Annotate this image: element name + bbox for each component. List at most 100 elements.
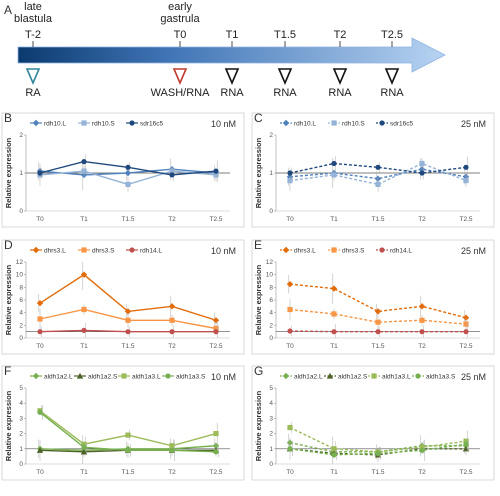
legend-label: aldh1a3.L [382,374,411,381]
data-point [125,164,131,170]
y-tick-label: 2 [19,431,23,438]
data-point [419,317,425,323]
data-point [80,448,88,455]
data-point [418,166,426,173]
data-point [37,409,43,415]
legend-entry: dhrs3.S [78,247,115,255]
treatment-label: WASH/RNA [151,87,211,99]
data-point [287,446,293,452]
data-point [125,447,131,453]
chart-panel-g: G 25 nM Relative expression 0 1 2 3 4 5 T0 T1 T1.5 T… [251,364,495,481]
data-point [125,432,131,438]
legend: rdh10.L rdh10.S sdr16c5 [280,119,414,128]
stage-time: T1 [226,29,239,41]
y-tick-label: 2 [19,322,23,329]
data-point [124,308,132,315]
legend-label: dhrs3.L [294,248,316,255]
legend-marker [129,120,135,126]
data-point [287,170,293,176]
data-point [37,316,43,322]
data-point [168,303,176,310]
x-tick-label: T1.5 [121,343,134,350]
legend-label: dhrs3.S [342,248,365,255]
data-point [80,271,88,278]
data-point [330,285,338,292]
legend: rdh10.L rdh10.S sdr16c5 [30,119,164,128]
legend-marker [32,372,40,380]
legend-label: aldh1a3.S [426,374,456,381]
data-point [37,329,43,335]
data-point [213,168,219,174]
legend: aldh1a2.L aldh1a2.S aldh1a3.L aldh1a3.S [30,372,206,381]
legend-label: rdh10.L [294,121,316,128]
data-point [36,299,44,307]
legend: dhrs3.L dhrs3.S rdh14.L [30,246,162,255]
data-point [213,329,219,335]
y-tick-label: 2 [269,431,273,438]
series-dhrs3.S [37,304,219,335]
data-point [419,329,425,335]
data-point [463,441,469,447]
timeline-stage: T1 [226,29,239,47]
treatment-marker: RA [25,68,41,99]
y-tick-label: 1 [19,170,23,177]
treatment-marker: RNA [273,68,297,99]
legend-marker [331,120,337,126]
x-tick-label: T0 [286,216,294,223]
data-point [287,178,293,184]
y-tick-label: 4 [19,400,23,407]
data-point [37,170,43,176]
y-tick-label: 1 [19,446,23,453]
y-tick-label: 3 [19,415,23,422]
series-rdh10.S [37,164,219,192]
x-tick-label: T0 [36,469,44,476]
treatment-label: RNA [380,87,404,99]
x-tick-label: T2 [418,343,426,350]
legend-label: aldh1a2.S [338,374,368,381]
x-tick-label: T1 [80,343,88,350]
x-tick-label: T0 [36,216,44,223]
y-tick-label: 0 [269,335,273,342]
y-axis-label: Relative expression [254,390,263,461]
legend-label: aldh1a2.S [88,374,118,381]
data-point [463,164,469,170]
y-tick-label: 2 [269,322,273,329]
timeline-stage: T2 [334,29,347,47]
chart-frame [251,239,495,355]
data-point [213,449,219,455]
x-tick-label: T2 [168,469,176,476]
stage-time: T0 [174,29,187,41]
stage-label: gastrula [160,13,200,25]
y-tick-label: 0 [269,208,273,215]
stage-time: T2 [334,29,347,41]
x-tick-label: T2.5 [459,216,472,223]
data-point [331,452,337,458]
data-point [331,311,337,317]
data-point [419,170,425,176]
data-point [213,431,219,437]
x-tick-label: T0 [36,343,44,350]
y-axis-label: Relative expression [254,137,263,208]
concentration-label: 10 nM [211,246,236,256]
series-dhrs3.S [287,298,469,331]
black-triangle-icon [277,68,293,86]
concentration-label: 25 nM [461,246,486,256]
data-point [36,447,44,453]
panel-letter: E [254,238,262,252]
data-point [374,308,382,315]
x-tick-label: T2 [418,216,426,223]
panel-letter: D [4,238,13,252]
y-axis-label: Relative expression [254,264,263,335]
x-tick-label: T1.5 [121,469,134,476]
legend-marker [81,120,87,126]
red-triangle-icon [172,68,188,86]
y-axis-label: Relative expression [4,264,13,335]
concentration-label: 25 nM [461,119,486,129]
data-point [286,280,294,288]
legend-marker [76,372,84,379]
timeline-stage: T1.5 [274,29,296,47]
data-point [419,447,425,453]
stage-label: blastula [14,13,53,25]
